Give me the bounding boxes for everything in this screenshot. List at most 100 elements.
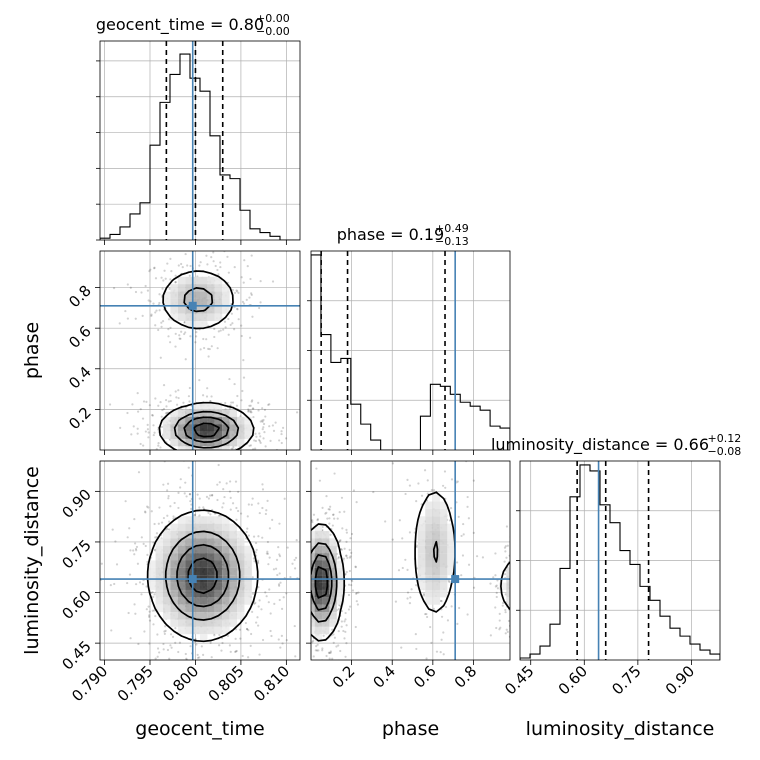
sample-point: [260, 608, 263, 611]
sample-point: [146, 553, 149, 556]
sample-point: [152, 595, 155, 598]
sample-point: [267, 563, 270, 566]
sample-point: [278, 553, 281, 556]
density-cell: [185, 284, 193, 292]
sample-point: [265, 552, 268, 555]
sample-point: [257, 409, 260, 412]
sample-point: [223, 495, 226, 499]
sample-point: [512, 599, 514, 601]
sample-point: [429, 625, 432, 629]
contour-line: [187, 557, 218, 595]
sample-point: [305, 665, 307, 667]
density-cell: [192, 446, 200, 450]
density-cell: [322, 545, 330, 554]
sample-point: [251, 576, 254, 579]
density-cell: [185, 523, 193, 532]
sample-point: [216, 483, 219, 486]
sample-point: [160, 425, 164, 429]
sample-point: [201, 394, 205, 397]
sample-point: [266, 499, 269, 502]
density-cell: [311, 604, 315, 613]
sample-point: [153, 593, 156, 596]
sample-point: [267, 403, 270, 406]
sample-point: [146, 289, 150, 292]
sample-point: [346, 556, 349, 559]
sample-point: [349, 537, 352, 540]
x-tick-label: 0.75: [608, 662, 644, 698]
sample-point: [281, 426, 285, 429]
density-cell: [200, 516, 208, 524]
sample-point: [156, 655, 159, 658]
density-cell: [244, 424, 252, 432]
sample-point: [249, 409, 252, 412]
density-cell: [170, 431, 178, 439]
sample-point: [257, 624, 260, 627]
sample-point: [307, 576, 309, 578]
density-cell: [170, 409, 178, 417]
density-cell: [222, 409, 230, 417]
sample-point: [208, 671, 210, 673]
sample-point: [304, 610, 306, 612]
sample-point: [277, 638, 280, 641]
sample-point: [229, 496, 232, 499]
sample-point: [187, 466, 190, 469]
sample-point: [271, 518, 274, 522]
density-cell: [417, 545, 426, 554]
sample-point: [259, 420, 262, 423]
sample-point: [308, 562, 310, 564]
sample-point: [140, 593, 143, 596]
sample-point: [173, 452, 175, 454]
sample-point: [308, 619, 310, 621]
density-cell: [207, 531, 215, 539]
sample-point: [135, 549, 138, 552]
density-cell: [155, 589, 163, 598]
sample-point: [257, 535, 260, 538]
sample-point: [301, 658, 303, 660]
sample-point: [160, 415, 163, 418]
sample-point: [313, 452, 315, 454]
density-cell: [237, 560, 245, 568]
sample-point: [214, 264, 217, 268]
density-cell: [229, 582, 238, 590]
sample-point: [228, 644, 231, 647]
sample-point: [307, 571, 309, 573]
sample-point: [328, 508, 331, 511]
sample-point: [124, 309, 127, 313]
sample-point: [193, 455, 195, 457]
x-tick-label: 0.60: [555, 662, 591, 698]
density-cell: [177, 626, 186, 635]
sample-point: [233, 382, 236, 386]
sample-point: [268, 403, 271, 406]
sample-point: [303, 595, 305, 597]
sample-point: [275, 558, 279, 561]
sample-point: [153, 548, 156, 551]
sample-point: [304, 551, 306, 553]
sample-point: [348, 605, 352, 608]
density-cell: [322, 560, 330, 568]
sample-point: [162, 279, 165, 282]
sample-point: [316, 664, 318, 666]
density-cell: [200, 416, 208, 425]
density-cell: [162, 545, 171, 554]
sample-point: [237, 490, 240, 493]
sample-point: [254, 601, 257, 604]
sample-point: [462, 522, 465, 526]
density-cell: [447, 523, 455, 532]
sample-point: [518, 554, 520, 556]
sample-point: [206, 387, 209, 390]
sample-point: [432, 489, 436, 492]
density-cell: [207, 597, 215, 605]
sample-point: [255, 548, 258, 552]
sample-point: [170, 270, 173, 273]
sample-point: [326, 454, 328, 456]
density-cell: [200, 313, 208, 322]
sample-point: [307, 651, 309, 653]
density-cell: [229, 604, 238, 613]
sample-point: [291, 562, 294, 565]
density-cell: [311, 582, 315, 590]
density-cell: [185, 438, 193, 447]
sample-point: [312, 639, 315, 643]
sample-point: [150, 314, 153, 317]
sample-point: [197, 455, 199, 457]
density-cell: [155, 582, 163, 590]
